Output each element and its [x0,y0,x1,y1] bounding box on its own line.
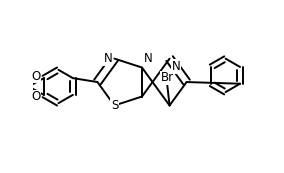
Text: S: S [111,99,118,112]
Text: N: N [144,52,153,65]
Text: O: O [31,90,41,103]
Text: Br: Br [161,71,174,84]
Text: N: N [172,60,181,73]
Text: O: O [31,70,41,83]
Text: N: N [103,52,112,65]
